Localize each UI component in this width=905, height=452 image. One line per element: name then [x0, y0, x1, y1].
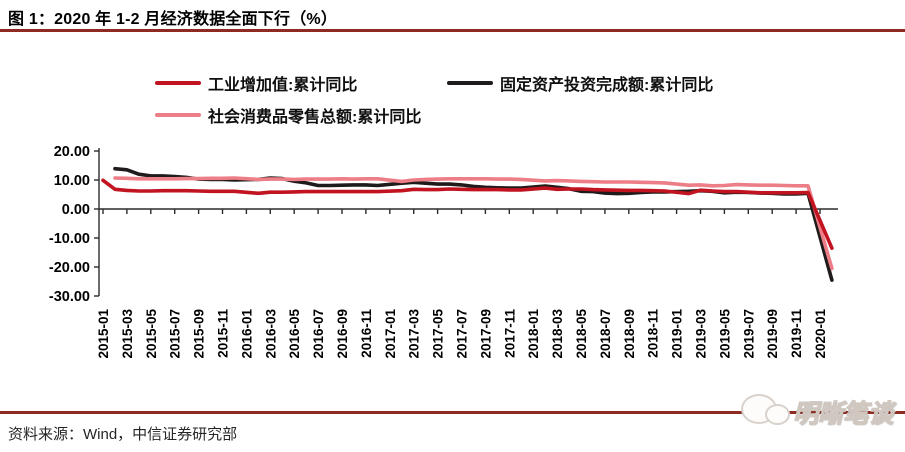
legend-swatch-industrial: [155, 80, 201, 86]
svg-text:2019-01: 2019-01: [670, 309, 685, 359]
svg-text:2017-05: 2017-05: [431, 309, 446, 359]
svg-text:2016-07: 2016-07: [311, 309, 326, 359]
svg-text:0.00: 0.00: [62, 202, 90, 218]
series-line-0: [101, 178, 834, 250]
y-axis: 20.00 10.00 0.00 -10.00 -20.00 -30.00: [49, 144, 100, 305]
svg-text:2019-05: 2019-05: [717, 309, 732, 359]
svg-text:2018-03: 2018-03: [550, 309, 565, 359]
svg-text:2015-09: 2015-09: [192, 309, 207, 359]
x-axis: 2015-01 2015-03 2015-05 2015-07 2015-09 2015-…: [96, 208, 838, 359]
svg-text:-30.00: -30.00: [49, 289, 90, 305]
svg-text:2017-01: 2017-01: [383, 309, 398, 359]
legend-item-fai: 固定资产投资完成额:累计同比: [447, 74, 714, 94]
svg-text:-20.00: -20.00: [49, 260, 90, 276]
svg-text:2016-05: 2016-05: [287, 309, 302, 359]
svg-text:2017-03: 2017-03: [407, 309, 422, 359]
legend-label-retail: 社会消费品零售总额:累计同比: [208, 109, 422, 126]
page-title: 图 1：2020 年 1-2 月经济数据全面下行（%）: [8, 11, 338, 28]
svg-text:-10.00: -10.00: [49, 231, 90, 247]
series-line-2: [113, 176, 834, 271]
watermark-text: 明晰笔谈: [792, 399, 894, 428]
svg-text:2019-07: 2019-07: [741, 309, 756, 359]
svg-text:2016-09: 2016-09: [335, 309, 350, 359]
svg-text:2015-05: 2015-05: [144, 309, 159, 359]
svg-text:2018-11: 2018-11: [646, 309, 661, 358]
svg-text:2018-01: 2018-01: [526, 309, 541, 359]
svg-text:2016-11: 2016-11: [359, 309, 374, 358]
legend-swatch-fai: [447, 80, 493, 86]
legend-item-retail: 社会消费品零售总额:累计同比: [155, 106, 422, 126]
footer-divider: [0, 411, 905, 414]
source-note: 资料来源：Wind，中信证券研究部: [8, 426, 238, 443]
svg-text:2017-09: 2017-09: [478, 309, 493, 359]
legend-swatch-retail: [155, 112, 201, 118]
svg-text:2020-01: 2020-01: [813, 309, 828, 359]
title-divider: [0, 29, 905, 32]
svg-text:2018-05: 2018-05: [574, 309, 589, 359]
svg-text:2015-07: 2015-07: [168, 309, 183, 359]
svg-text:2019-09: 2019-09: [765, 309, 780, 359]
legend-label-fai: 固定资产投资完成额:累计同比: [500, 77, 714, 94]
wechat-bubble-small-icon: [765, 404, 790, 425]
svg-text:2016-03: 2016-03: [263, 309, 278, 359]
svg-text:2016-01: 2016-01: [239, 309, 254, 359]
svg-text:2015-11: 2015-11: [216, 309, 231, 358]
svg-text:2019-11: 2019-11: [789, 309, 804, 358]
watermark: 明晰笔谈: [735, 388, 905, 434]
legend-label-industrial: 工业增加值:累计同比: [208, 77, 358, 94]
svg-text:2019-03: 2019-03: [694, 309, 709, 359]
legend-item-industrial: 工业增加值:累计同比: [155, 74, 358, 94]
svg-text:2017-07: 2017-07: [455, 309, 470, 359]
svg-text:20.00: 20.00: [54, 144, 90, 160]
svg-text:2017-11: 2017-11: [502, 309, 517, 358]
svg-text:2018-07: 2018-07: [598, 309, 613, 359]
svg-text:10.00: 10.00: [54, 173, 90, 189]
svg-text:2018-09: 2018-09: [622, 309, 637, 359]
svg-text:2015-03: 2015-03: [120, 309, 135, 359]
svg-text:2015-01: 2015-01: [96, 309, 111, 359]
